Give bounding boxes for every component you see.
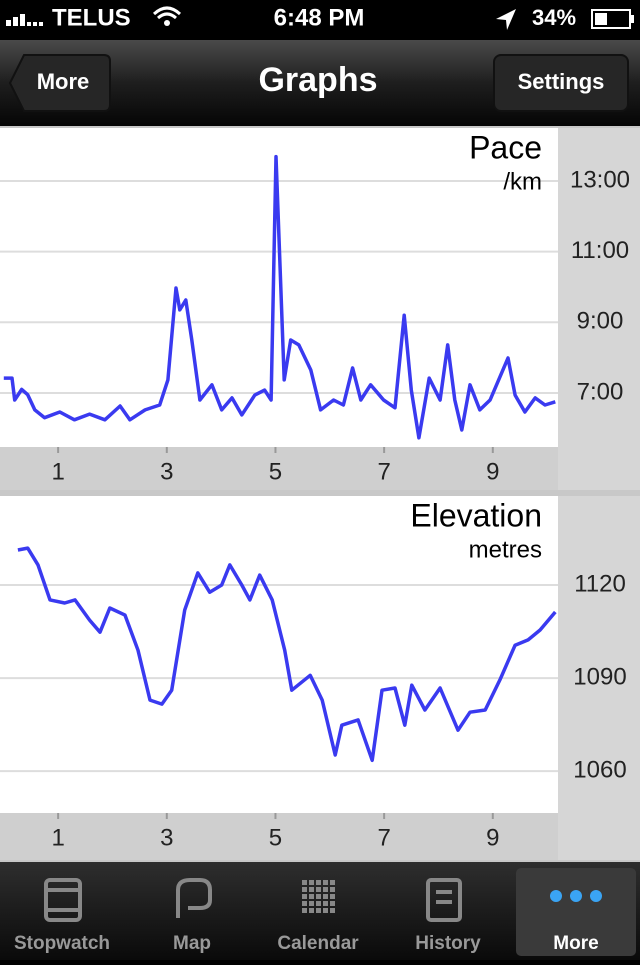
y-axis-strip (558, 128, 640, 490)
y-tick-label: 7:00 (577, 378, 624, 405)
x-tick-label: 9 (486, 458, 499, 485)
calendar-cell (302, 901, 307, 906)
y-tick-label: 1060 (573, 756, 626, 783)
calendar-cell (330, 901, 335, 906)
x-tick-label: 5 (269, 458, 282, 485)
calendar-cell (323, 880, 328, 885)
x-tick-label: 9 (486, 824, 499, 851)
y-tick-label: 1090 (573, 663, 626, 690)
calendar-cell (323, 894, 328, 899)
y-tick-label: 13:00 (570, 166, 630, 193)
chart-title: Pace (469, 129, 542, 165)
back-label[interactable]: More (37, 69, 90, 94)
y-axis-strip (558, 496, 640, 860)
tab-label[interactable]: Stopwatch (14, 933, 110, 954)
calendar-cell (302, 880, 307, 885)
calendar-cell (316, 880, 321, 885)
data-line (3, 154, 556, 440)
x-tick-label: 5 (269, 824, 282, 851)
y-tick-label: 1120 (574, 570, 626, 597)
x-tick-label: 7 (377, 458, 390, 485)
signal (6, 14, 43, 26)
x-tick-label: 3 (160, 824, 173, 851)
nav-title: Graphs (258, 61, 377, 99)
calendar-cell (323, 901, 328, 906)
battery (591, 9, 631, 29)
chart-title: Elevation (410, 497, 542, 533)
calendar-cell (302, 894, 307, 899)
x-tick-label: 1 (51, 458, 64, 485)
battery-text: 34% (532, 5, 576, 30)
tab-label[interactable]: History (415, 933, 481, 954)
carrier: TELUS (52, 4, 131, 31)
y-tick-label: 9:00 (577, 308, 624, 335)
calendar-grid (302, 880, 335, 913)
calendar-cell (309, 908, 314, 913)
chart-subtitle: /km (503, 168, 542, 195)
more-dots (550, 890, 602, 902)
calendar-cell (330, 887, 335, 892)
tab-selected (516, 868, 636, 956)
back-button[interactable] (8, 54, 111, 112)
status-bar (0, 0, 640, 40)
data-line (17, 546, 557, 763)
x-axis-strip (0, 447, 558, 490)
calendar-cell (330, 880, 335, 885)
settings-button[interactable] (493, 54, 629, 112)
x-tick-label: 3 (160, 458, 173, 485)
calendar-cell (309, 880, 314, 885)
wifi-dot (164, 20, 170, 26)
x-axis-strip (0, 813, 558, 860)
calendar-cell (316, 901, 321, 906)
calendar-cell (309, 887, 314, 892)
calendar-cell (302, 908, 307, 913)
calendar-cell (302, 887, 307, 892)
y-tick-label: 11:00 (571, 237, 629, 264)
clock: 6:48 PM (274, 4, 365, 31)
calendar-cell (323, 887, 328, 892)
wifi-icon (152, 6, 182, 20)
calendar-cell (316, 887, 321, 892)
calendar-cell (330, 908, 335, 913)
battery-level (595, 13, 607, 25)
calendar-cell (309, 894, 314, 899)
calendar-cell (330, 894, 335, 899)
battery-tip (631, 15, 634, 23)
tab-icons (44, 878, 462, 922)
settings-label[interactable]: Settings (518, 69, 605, 94)
calendar-cell (316, 908, 321, 913)
location-icon (496, 9, 516, 30)
x-tick-label: 1 (51, 824, 64, 851)
plot-area (0, 496, 558, 813)
calendar-cell (323, 908, 328, 913)
tab-label[interactable]: Calendar (277, 933, 359, 954)
chart-subtitle: metres (469, 536, 542, 563)
tab-label[interactable]: Map (173, 933, 211, 954)
calendar-cell (316, 894, 321, 899)
tab-label[interactable]: More (553, 933, 598, 954)
calendar-cell (309, 901, 314, 906)
x-tick-label: 7 (377, 824, 390, 851)
